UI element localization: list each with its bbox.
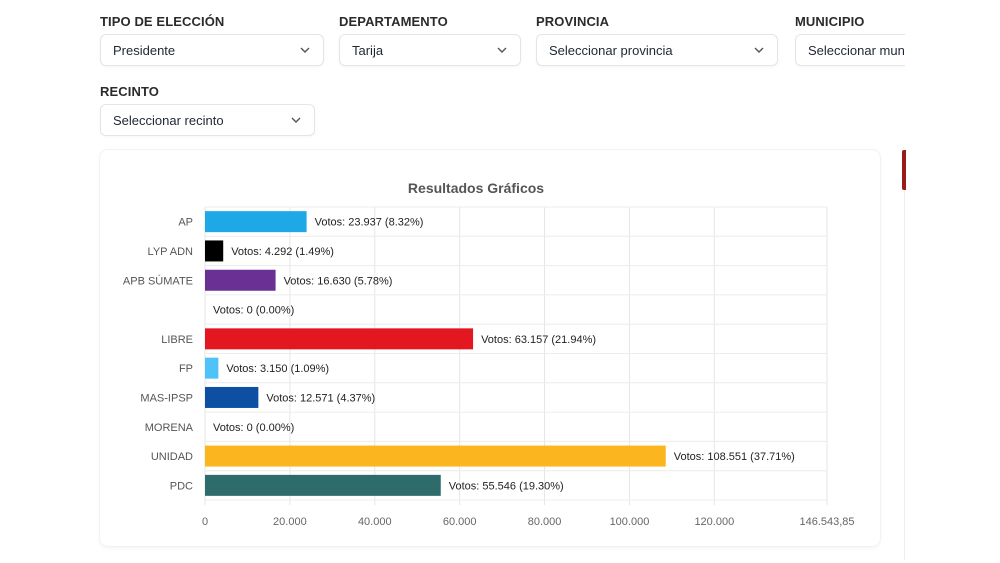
category-label-fp: FP [179, 363, 193, 375]
departamento-select[interactable]: Tarija [339, 34, 521, 66]
category-label-apb-sumate: APB SÚMATE [123, 274, 193, 287]
recinto-value: Seleccionar recinto [113, 113, 224, 128]
chevron-down-icon [754, 47, 764, 53]
data-label-fp: Votos: 3.150 (1.09%) [226, 363, 329, 375]
category-label-mas-ipsp: MAS-IPSP [140, 392, 193, 404]
bar-lyp-adn [205, 240, 224, 262]
x-tick-label: 146.543,85 [799, 516, 854, 528]
category-label-morena: MORENA [145, 422, 194, 434]
chart-axis-ticks: 0 20.000 40.000 60.000 80.000 100.000 120.000 1… [202, 516, 855, 528]
data-label-pdc: Votos: 55.546 (19.30%) [449, 480, 564, 492]
filter-departamento-label: DEPARTAMENTO [339, 14, 448, 29]
filter-recinto: RECINTO Seleccionar recinto [100, 84, 315, 138]
tipo-eleccion-value: Presidente [113, 43, 176, 58]
tipo-eleccion-select[interactable]: Presidente [100, 34, 324, 66]
x-tick-label: 80.000 [528, 516, 562, 528]
category-label-pdc: PDC [170, 480, 193, 492]
side-panel-accent [902, 150, 906, 190]
chart-title: Resultados Gráficos [408, 180, 544, 196]
chevron-down-icon [291, 117, 301, 123]
filter-tipo-eleccion-label: TIPO DE ELECCIÓN [100, 14, 225, 29]
chevron-down-icon [497, 47, 507, 53]
x-tick-label: 120.000 [694, 516, 734, 528]
category-label-unidad: UNIDAD [151, 451, 193, 463]
chart-card: Resultados Gráficos AP Votos: 23.937 (8.3… [100, 150, 880, 546]
x-tick-label: 40.000 [358, 516, 392, 528]
bar-unidad [205, 445, 666, 467]
bar-fp [205, 357, 219, 379]
bar-libre [205, 328, 474, 350]
municipio-select[interactable]: Seleccionar muni [795, 34, 905, 66]
filter-provincia-label: PROVINCIA [536, 14, 610, 29]
chart-bars [205, 211, 666, 496]
data-label-lyp-adn: Votos: 4.292 (1.49%) [231, 246, 334, 258]
filter-recinto-label: RECINTO [100, 84, 159, 99]
filter-municipio-label: MUNICIPIO [795, 14, 865, 29]
filter-tipo-eleccion: TIPO DE ELECCIÓN Presidente [100, 14, 324, 68]
data-label-mas-ipsp: Votos: 12.571 (4.37%) [266, 392, 375, 404]
bar-mas-ipsp [205, 386, 259, 408]
category-label-ap: AP [178, 217, 193, 229]
bar-pdc [205, 474, 441, 496]
data-label-unidad: Votos: 108.551 (37.71%) [674, 451, 795, 463]
filter-municipio: MUNICIPIO Seleccionar muni [795, 14, 905, 68]
chart-labels: AP Votos: 23.937 (8.32%) LYP ADN Votos: 4.2… [123, 217, 795, 493]
departamento-value: Tarija [352, 43, 384, 58]
x-tick-label: 0 [202, 516, 208, 528]
data-label-libre: Votos: 63.157 (21.94%) [481, 334, 596, 346]
results-bar-chart: Resultados Gráficos AP Votos: 23.937 (8.3… [123, 180, 855, 528]
side-panel-border [904, 190, 905, 560]
bar-apb-sumate [205, 269, 276, 291]
bar-ap [205, 211, 307, 233]
recinto-select[interactable]: Seleccionar recinto [100, 104, 315, 136]
filter-provincia: PROVINCIA Seleccionar provincia [536, 14, 778, 68]
data-label-ap: Votos: 23.937 (8.32%) [315, 217, 424, 229]
data-label-morena: Votos: 0 (0.00%) [213, 422, 294, 434]
data-label-blank: Votos: 0 (0.00%) [213, 305, 294, 317]
category-label-libre: LIBRE [161, 334, 193, 346]
x-tick-label: 60.000 [443, 516, 477, 528]
x-tick-label: 100.000 [610, 516, 650, 528]
municipio-value: Seleccionar muni [808, 43, 905, 58]
filter-departamento: DEPARTAMENTO Tarija [339, 14, 521, 68]
category-label-lyp-adn: LYP ADN [148, 246, 194, 258]
provincia-select[interactable]: Seleccionar provincia [536, 34, 778, 66]
x-tick-label: 20.000 [273, 516, 307, 528]
data-label-apb-sumate: Votos: 16.630 (5.78%) [284, 275, 393, 287]
provincia-value: Seleccionar provincia [549, 43, 673, 58]
chevron-down-icon [300, 47, 310, 53]
chart-grid [204, 206, 828, 505]
